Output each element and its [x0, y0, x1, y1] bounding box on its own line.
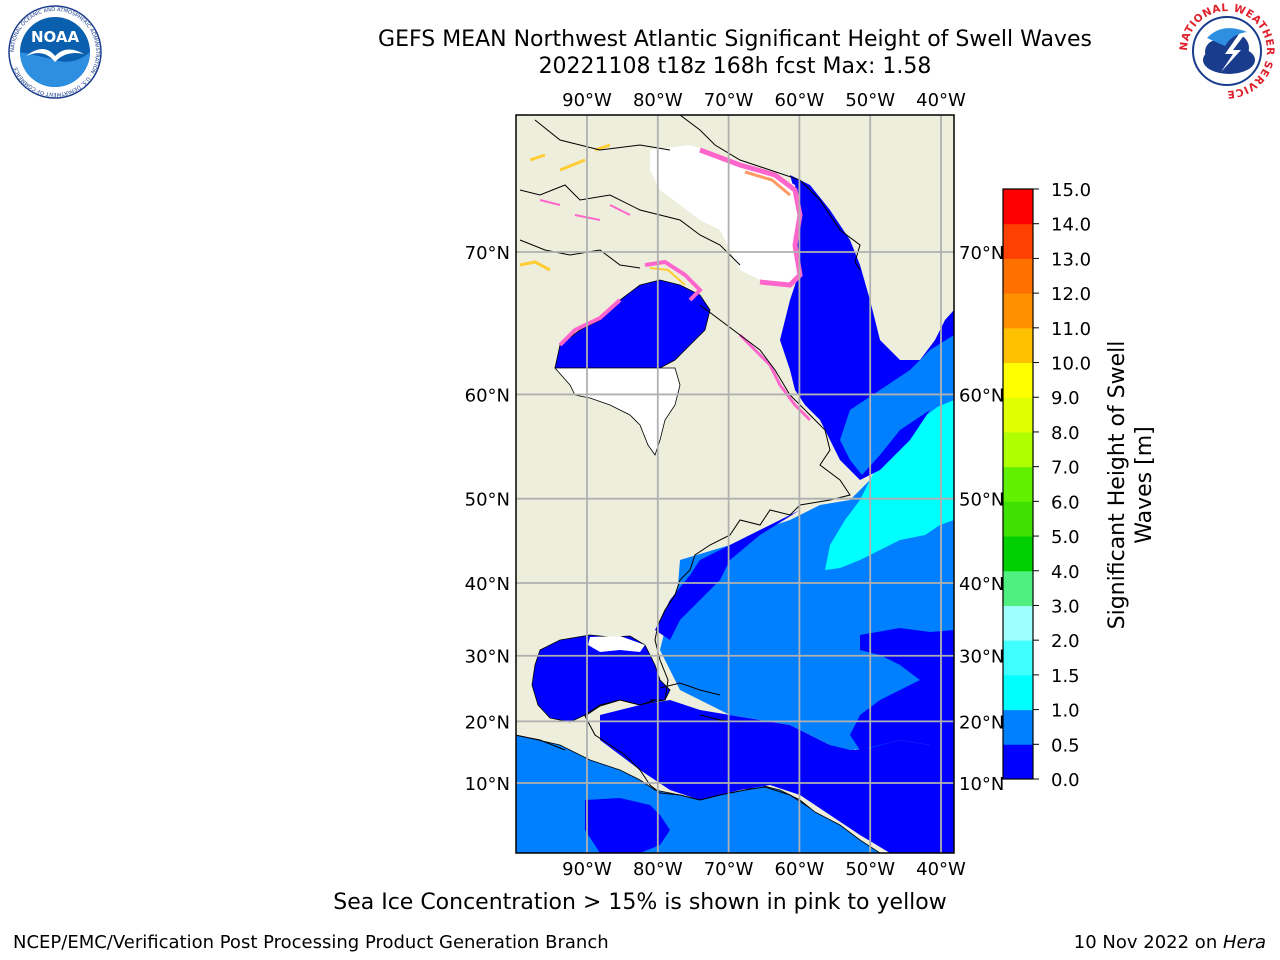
noaa-logo: NOAA NATIONAL OCEANIC AND ATMOSPHERIC AD… — [8, 5, 102, 99]
lat-label-left: 40°N — [465, 574, 510, 595]
atlantic-high-swell — [825, 400, 954, 570]
colorbar-swatch — [1003, 744, 1033, 780]
lon-label-bottom: 40°W — [916, 859, 966, 880]
colorbar-tick-label: 9.0 — [1051, 388, 1080, 409]
colorbar-tick-label: 6.0 — [1051, 492, 1080, 513]
arctic-ice — [650, 145, 800, 285]
lon-label-top: 40°W — [916, 90, 966, 111]
colorbar-swatch — [1003, 362, 1033, 398]
lon-label-bottom: 70°W — [704, 859, 754, 880]
atlantic-east-low — [850, 628, 954, 750]
colorbar-tick-label: 11.0 — [1051, 319, 1091, 340]
colorbar-swatch — [1003, 570, 1033, 606]
colorbar-swatch — [1003, 397, 1033, 433]
colorbar-tick-label: 5.0 — [1051, 527, 1080, 548]
ocean-region-south-2 — [585, 798, 670, 853]
colorbar-swatch — [1003, 258, 1033, 294]
colorbar-swatch — [1003, 709, 1033, 745]
colorbar-swatch — [1003, 431, 1033, 468]
colorbar: 0.0 0.5 1.0 1.5 2.0 3.0 4.0 5.0 6.0 7.0 8.0 9.0 10.0… — [1003, 180, 1091, 791]
colorbar-swatch — [1003, 223, 1033, 259]
colorbar-swatch — [1003, 640, 1033, 676]
colorbar-swatch — [1003, 605, 1033, 641]
colorbar-swatch — [1003, 293, 1033, 329]
colorbar-tick-label: 0.0 — [1051, 770, 1080, 791]
lat-label-right: 20°N — [959, 712, 1004, 733]
colorbar-tick-label: 12.0 — [1051, 284, 1091, 305]
chart-title: GEFS MEAN Northwest Atlantic Significant… — [378, 27, 1092, 52]
gridlines — [516, 115, 954, 853]
footer-branch: NCEP/EMC/Verification Post Processing Pr… — [13, 932, 609, 953]
lon-label-top: 50°W — [845, 90, 895, 111]
colorbar-label-line1: Significant Height of Swell — [1105, 341, 1130, 630]
colorbar-tick-label: 0.5 — [1051, 735, 1080, 756]
colorbar-tick-label: 15.0 — [1051, 180, 1091, 201]
caribbean-sea — [600, 700, 954, 853]
colorbar-swatch — [1003, 501, 1033, 537]
colorbar-swatch — [1003, 327, 1033, 364]
hudson-strait-ice-2 — [649, 267, 686, 286]
colorbar-tick-label: 1.5 — [1051, 666, 1080, 687]
lat-label-right: 60°N — [959, 385, 1004, 406]
map-frame — [515, 114, 955, 854]
lon-label-bottom: 90°W — [562, 859, 612, 880]
gulf-ice-speckle — [588, 636, 645, 652]
footer-host: Hera — [1222, 932, 1266, 953]
lon-label-top: 80°W — [633, 90, 683, 111]
lat-label-left: 20°N — [465, 712, 510, 733]
colorbar-tick-label: 4.0 — [1051, 562, 1080, 583]
colorbar-label-line2: Waves [m] — [1132, 426, 1157, 543]
lon-label-top: 60°W — [775, 90, 825, 111]
footer-date: 10 Nov 2022 on Hera — [1074, 932, 1266, 953]
tick-labels: 90°W 90°W 80°W 80°W 70°W 70°W 60°W 60°W 50°W 50°W… — [465, 90, 1005, 880]
colorbar-tick-label: 13.0 — [1051, 249, 1091, 270]
colorbar-swatch — [1003, 189, 1033, 225]
lat-label-right: 30°N — [959, 647, 1004, 668]
lon-label-bottom: 50°W — [845, 859, 895, 880]
lat-label-left: 50°N — [465, 490, 510, 511]
lat-label-left: 70°N — [465, 243, 510, 264]
colorbar-tick-label: 14.0 — [1051, 215, 1091, 236]
lon-label-bottom: 80°W — [633, 859, 683, 880]
colorbar-tick-label: 2.0 — [1051, 631, 1080, 652]
arctic-islands-ice — [519, 143, 611, 272]
colorbar-tick-label: 8.0 — [1051, 423, 1080, 444]
lat-label-right: 70°N — [959, 243, 1004, 264]
atlantic-coastal-low — [655, 510, 800, 640]
labrador-ice — [738, 333, 812, 422]
chart-subtitle: 20221108 t18z 168h fcst Max: 1.58 — [538, 54, 932, 79]
lat-label-right: 40°N — [959, 574, 1004, 595]
lat-label-right: 50°N — [959, 490, 1004, 511]
lat-label-left: 30°N — [465, 647, 510, 668]
lat-label-left: 60°N — [465, 385, 510, 406]
colorbar-tick-label: 7.0 — [1051, 458, 1080, 479]
noaa-logo-text: NOAA — [31, 28, 80, 46]
colorbar-swatch — [1003, 674, 1033, 711]
colorbar-tick-label: 10.0 — [1051, 354, 1091, 375]
arctic-ice-edge-2 — [744, 170, 791, 197]
lat-label-left: 10°N — [465, 774, 510, 795]
north-atlantic-medium — [840, 335, 954, 475]
colorbar-swatch — [1003, 466, 1033, 502]
nws-logo: NATIONAL WEATHER SERVICE — [1178, 2, 1276, 100]
lon-label-top: 90°W — [562, 90, 612, 111]
colorbar-tick-label: 3.0 — [1051, 596, 1080, 617]
colorbar-frame — [1002, 188, 1034, 780]
lon-label-bottom: 60°W — [775, 859, 825, 880]
lon-label-top: 70°W — [704, 90, 754, 111]
footer-date-text: 10 Nov 2022 on — [1073, 932, 1223, 953]
colorbar-swatch — [1003, 536, 1033, 572]
colorbar-tick-label: 1.0 — [1051, 701, 1080, 722]
lat-label-right: 10°N — [959, 774, 1004, 795]
ice-note: Sea Ice Concentration > 15% is shown in … — [333, 890, 947, 915]
